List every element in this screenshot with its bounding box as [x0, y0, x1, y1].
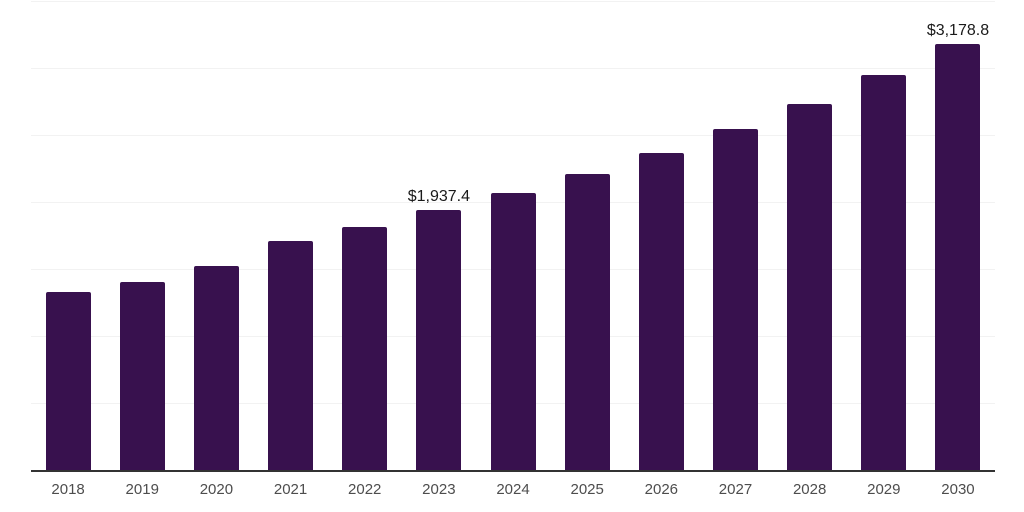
bar-slot-2029 [847, 1, 921, 470]
bar-slot-2024 [476, 1, 550, 470]
bar-2029 [861, 75, 907, 470]
bar-slot-2025 [550, 1, 624, 470]
x-tick-2022: 2022 [348, 481, 382, 498]
bar-2022 [342, 226, 388, 470]
bar-slot-2026 [624, 1, 698, 470]
x-tick-2026: 2026 [644, 481, 679, 498]
gridline-2500 [31, 135, 995, 136]
bar-2021 [268, 241, 314, 470]
data-label-2030: $3,178.8 [926, 22, 990, 39]
x-tick-2020: 2020 [199, 481, 234, 498]
x-tick-2019: 2019 [125, 481, 159, 498]
x-axis-labels: 2018 2019 2020 2021 2022 2023 2024 2025 2026 2027… [31, 481, 995, 500]
plot-area: $1,937.4 $3,178.8 [31, 1, 995, 470]
x-tick-2029: 2029 [867, 481, 901, 498]
bar-slot-2018 [31, 1, 105, 470]
bar-slot-2030: $3,178.8 [921, 1, 995, 470]
bar-2025 [564, 174, 610, 470]
x-tick-2024: 2024 [496, 481, 530, 498]
x-tick-2028: 2028 [792, 481, 827, 498]
bar-slot-2027 [698, 1, 772, 470]
bar-2028 [787, 104, 833, 470]
data-label-2023: $1,937.4 [407, 188, 470, 206]
gridline-3000 [31, 68, 995, 69]
bar-2019 [119, 282, 165, 470]
bar-2023 [416, 210, 462, 470]
bar-2020 [193, 266, 239, 470]
x-tick-2027: 2027 [718, 481, 753, 498]
bar-2030 [935, 44, 981, 470]
bar-slot-2020 [179, 1, 253, 470]
x-tick-2021: 2021 [273, 481, 308, 498]
gridline-3500 [31, 1, 995, 2]
bar-2024 [490, 192, 536, 470]
bar-slot-2021 [253, 1, 327, 470]
bar-slot-2023: $1,937.4 [402, 1, 476, 470]
bar-2018 [45, 292, 91, 470]
x-tick-2025: 2025 [570, 481, 604, 498]
x-axis-line [31, 470, 995, 472]
bar-slot-2019 [105, 1, 179, 470]
x-tick-2030: 2030 [941, 481, 975, 498]
x-tick-2018: 2018 [51, 481, 85, 498]
bar-2026 [638, 153, 684, 470]
x-tick-2023: 2023 [422, 481, 456, 498]
bar-slot-2022 [328, 1, 402, 470]
bar-2027 [712, 129, 758, 470]
bar-slot-2028 [773, 1, 847, 470]
